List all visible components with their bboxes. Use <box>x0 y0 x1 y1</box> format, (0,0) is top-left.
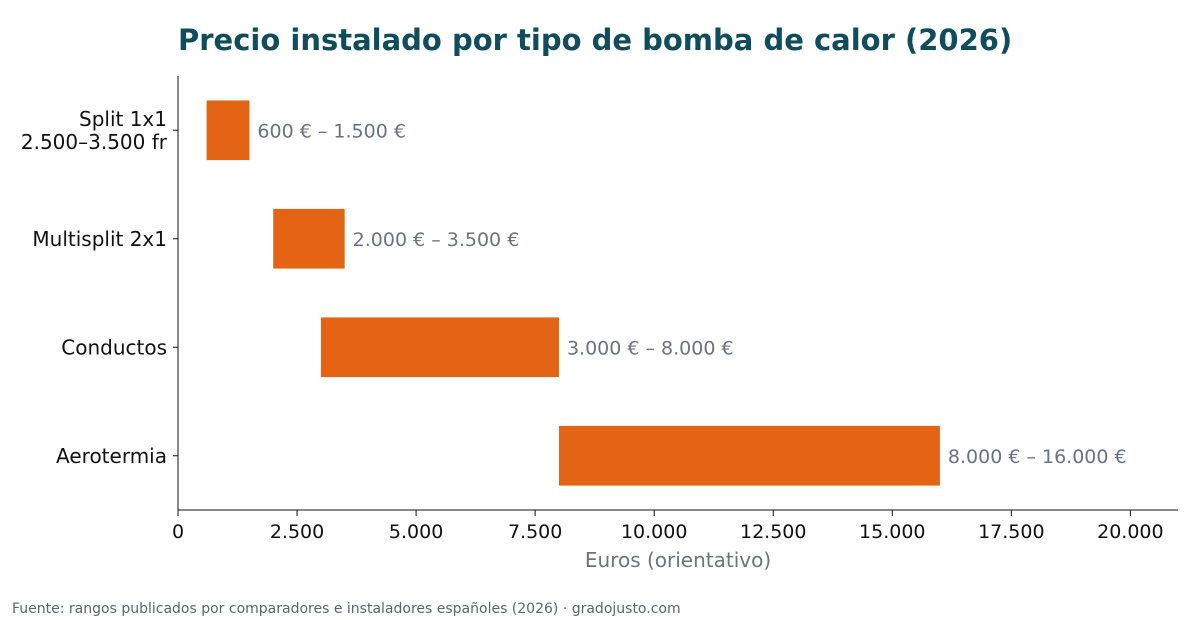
value-label-2: 3.000 € – 8.000 € <box>567 337 734 359</box>
category-label-line: 2.500–3.500 fr <box>21 130 168 154</box>
category-label-3: Aerotermia <box>56 444 167 468</box>
x-axis: 0 2.500 5.000 7.500 10.000 12.500 15.000 17.500… <box>172 509 1178 543</box>
x-tick-label-7: 17.500 <box>978 521 1044 543</box>
x-tick-label-1: 2.500 <box>270 521 324 543</box>
x-tick-label-0: 0 <box>172 521 184 543</box>
bar-2 <box>320 317 559 378</box>
category-label-line: Conductos <box>61 335 167 359</box>
category-label-0: Split 1x1 2.500–3.500 fr <box>21 107 168 154</box>
x-tick-label-8: 20.000 <box>1097 521 1163 543</box>
value-label-3: 8.000 € – 16.000 € <box>948 446 1127 468</box>
category-label-line: Split 1x1 <box>79 107 167 131</box>
category-label-1: Multisplit 2x1 <box>32 227 167 251</box>
x-tick-label-5: 12.500 <box>740 521 806 543</box>
value-labels-group: 600 € – 1.500 € 2.000 € – 3.500 € 3.000 € … <box>257 120 1126 468</box>
bar-0 <box>206 100 250 161</box>
x-axis-label: Euros (orientativo) <box>585 548 771 572</box>
x-tick-label-3: 7.500 <box>508 521 562 543</box>
x-tick-label-4: 10.000 <box>621 521 687 543</box>
category-label-line: Multisplit 2x1 <box>32 227 167 251</box>
bars-group <box>206 100 940 486</box>
category-label-line: Aerotermia <box>56 444 167 468</box>
value-label-0: 600 € – 1.500 € <box>257 120 406 142</box>
source-note: Fuente: rangos publicados por comparador… <box>12 601 681 617</box>
value-label-1: 2.000 € – 3.500 € <box>353 229 520 251</box>
category-label-2: Conductos <box>61 335 167 359</box>
chart-title: Precio instalado por tipo de bomba de ca… <box>178 23 1012 57</box>
category-labels-group: Split 1x1 2.500–3.500 fr Multisplit 2x1 Con… <box>21 107 178 468</box>
x-tick-label-2: 5.000 <box>389 521 443 543</box>
bar-1 <box>273 208 345 269</box>
bar-3 <box>558 425 940 486</box>
x-tick-label-6: 15.000 <box>859 521 925 543</box>
